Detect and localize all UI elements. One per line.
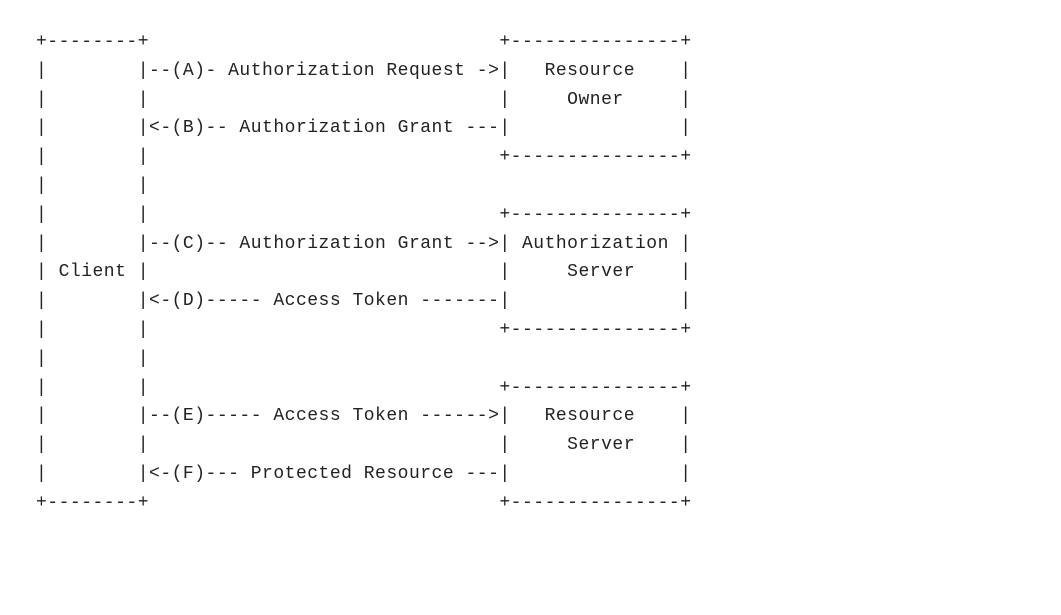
oauth-ascii-diagram: +--------+ +---------------+ | |--(A)- A… [0, 0, 1061, 546]
